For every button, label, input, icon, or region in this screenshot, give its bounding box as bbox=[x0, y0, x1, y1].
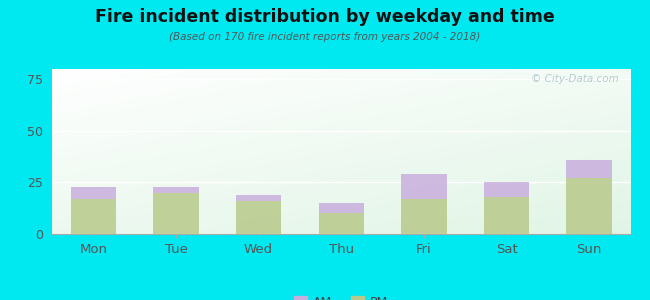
Bar bbox=[566, 178, 612, 234]
Bar bbox=[566, 160, 612, 178]
Bar bbox=[318, 213, 364, 234]
Bar bbox=[484, 182, 529, 197]
Bar bbox=[71, 199, 116, 234]
Bar bbox=[401, 199, 447, 234]
Bar bbox=[153, 187, 199, 193]
Legend: AM, PM: AM, PM bbox=[289, 290, 393, 300]
Bar bbox=[484, 197, 529, 234]
Text: Fire incident distribution by weekday and time: Fire incident distribution by weekday an… bbox=[95, 8, 555, 26]
Text: (Based on 170 fire incident reports from years 2004 - 2018): (Based on 170 fire incident reports from… bbox=[170, 32, 480, 41]
Bar bbox=[318, 203, 364, 213]
Bar bbox=[71, 187, 116, 199]
Bar bbox=[153, 193, 199, 234]
Bar bbox=[236, 201, 281, 234]
Bar bbox=[236, 195, 281, 201]
Text: © City-Data.com: © City-Data.com bbox=[531, 74, 619, 84]
Bar bbox=[401, 174, 447, 199]
